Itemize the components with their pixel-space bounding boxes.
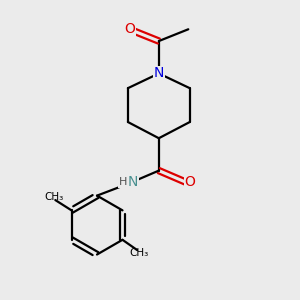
Text: O: O [124, 22, 135, 36]
Text: O: O [184, 176, 195, 189]
Text: N: N [154, 66, 164, 80]
Text: H: H [118, 177, 127, 188]
Text: N: N [128, 176, 138, 189]
Text: CH₃: CH₃ [44, 192, 64, 202]
Text: CH₃: CH₃ [129, 248, 148, 258]
